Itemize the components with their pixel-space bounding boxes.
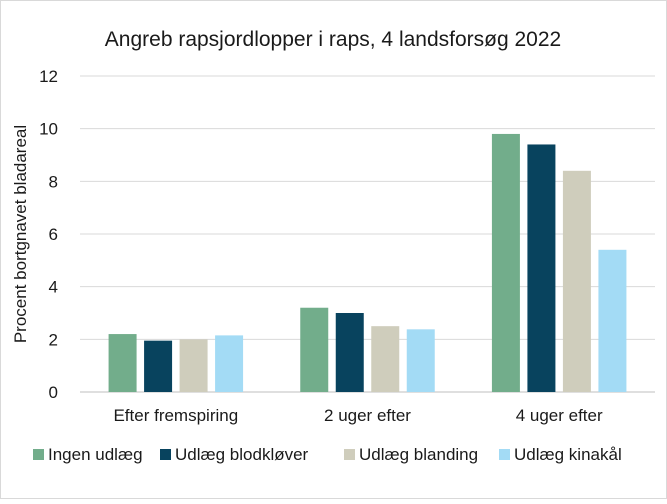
bar — [335, 313, 364, 392]
bars — [108, 133, 627, 392]
bar — [371, 326, 400, 392]
bar — [598, 249, 627, 392]
legend-swatch — [33, 449, 44, 460]
x-tick-label: 4 uger efter — [516, 406, 603, 425]
legend-label: Ingen udlæg — [48, 445, 143, 464]
bar — [527, 144, 556, 392]
bar — [300, 307, 329, 392]
bar — [144, 340, 173, 392]
y-tick-label: 12 — [39, 67, 58, 86]
gridlines — [80, 75, 655, 393]
y-tick-label: 6 — [49, 225, 58, 244]
y-tick-label: 8 — [49, 172, 58, 191]
legend-swatch — [160, 449, 171, 460]
bar — [108, 334, 137, 392]
y-axis-label: Procent bortgnavet bladareal — [11, 125, 30, 343]
y-axis-ticks: 0 2 4 6 8 10 12 — [39, 67, 58, 402]
bar — [562, 170, 591, 392]
x-tick-label: 2 uger efter — [324, 406, 411, 425]
bar — [406, 329, 435, 392]
legend: Ingen udlæg Udlæg blodkløver Udlæg blandin… — [33, 445, 622, 464]
x-axis-ticks: Efter fremspiring 2 uger efter 4 uger efte… — [113, 406, 602, 425]
legend-swatch — [499, 449, 510, 460]
y-tick-label: 10 — [39, 120, 58, 139]
legend-label: Udlæg blodkløver — [175, 445, 309, 464]
y-tick-label: 4 — [49, 278, 58, 297]
legend-label: Udlæg blanding — [359, 445, 478, 464]
chart-title: Angreb rapsjordlopper i raps, 4 landsfor… — [105, 28, 561, 51]
legend-swatch — [344, 449, 355, 460]
bar — [179, 339, 208, 392]
y-tick-label: 0 — [49, 383, 58, 402]
bar — [215, 335, 244, 392]
legend-label: Udlæg kinakål — [514, 445, 622, 464]
y-tick-label: 2 — [49, 330, 58, 349]
bar — [491, 133, 520, 392]
x-tick-label: Efter fremspiring — [113, 406, 238, 425]
